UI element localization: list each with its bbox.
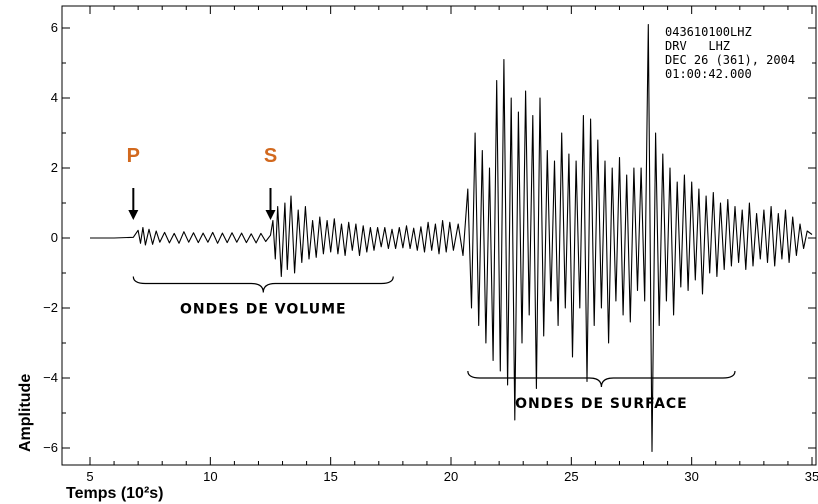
x-tick-label: 5 [86,469,93,484]
y-tick-label: 4 [51,90,58,105]
y-tick-label: −4 [43,370,58,385]
y-tick-label: 2 [51,160,58,175]
y-tick-label: 0 [51,230,58,245]
plot-frame [61,5,817,466]
station-info: 043610100LHZ DRV LHZ DEC 26 (361), 2004 … [665,25,795,81]
phase-label: S [264,145,277,167]
x-tick-label: 10 [203,469,217,484]
station-line-3: DEC 26 (361), 2004 [665,53,795,67]
bracket-label: ONDES DE SURFACE [515,396,688,412]
x-tick-label: 30 [684,469,698,484]
station-line-1: 043610100LHZ [665,25,752,39]
phase-label: P [127,145,140,167]
seismogram-trace [90,23,813,453]
y-tick-label: −2 [43,300,58,315]
wave-bracket [467,370,736,388]
x-tick-label: 15 [323,469,337,484]
station-line-4: 01:00:42.000 [665,67,752,81]
y-tick-label: −6 [43,440,58,455]
axis-ticks [62,6,816,465]
x-tick-label: 35 [805,469,818,484]
y-axis-label: Amplitude [17,374,34,452]
x-tick-label: 25 [564,469,578,484]
station-line-2: DRV LHZ [665,39,730,53]
wave-brackets: ONDES DE VOLUME ONDES DE SURFACE [132,276,736,412]
phase-arrow-head [265,210,276,220]
x-tick-label: 20 [444,469,458,484]
wave-bracket [132,276,394,293]
y-tick-label: 6 [51,20,58,35]
phase-arrow-head [128,210,139,220]
bracket-label: ONDES DE VOLUME [180,302,347,318]
x-axis-label: Temps (10²s) [66,485,164,502]
